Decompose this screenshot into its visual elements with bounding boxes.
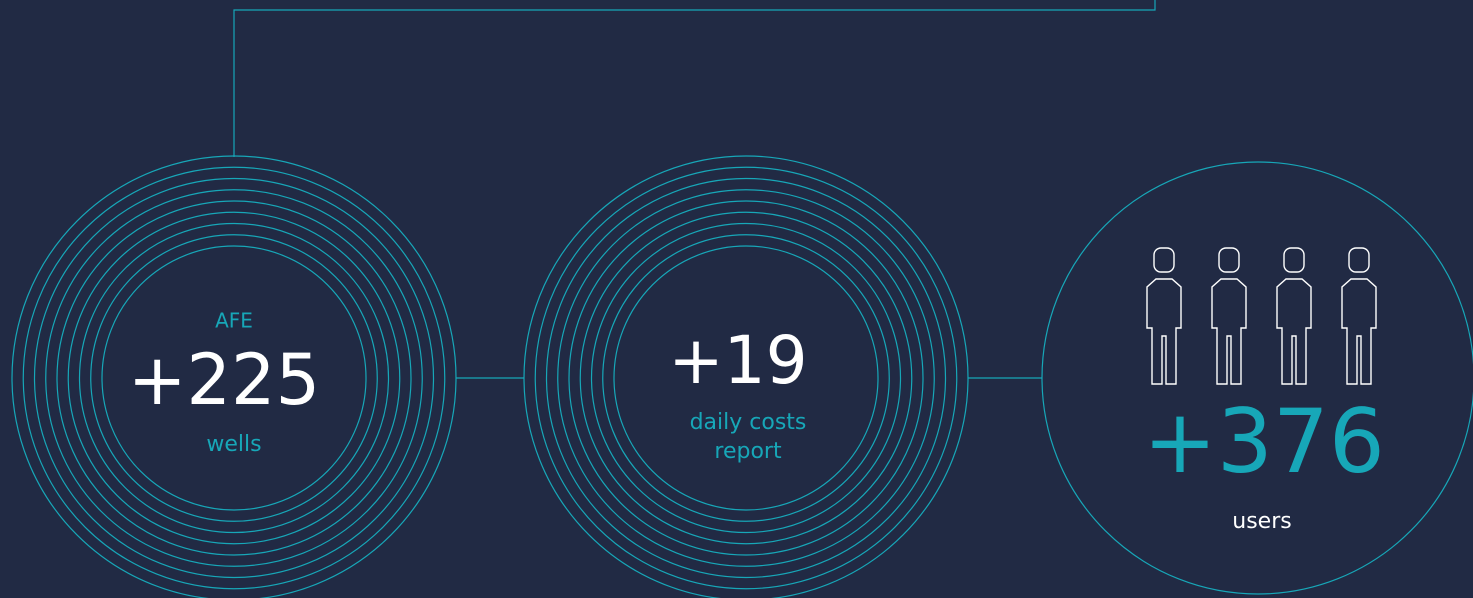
stat-value: +225: [128, 339, 320, 421]
person-body: [1341, 278, 1377, 385]
stat-unit: users: [1232, 509, 1291, 534]
users-circle: [1041, 161, 1473, 595]
ring: [45, 189, 423, 567]
ring: [67, 211, 401, 545]
person-head: [1218, 247, 1240, 273]
ring: [22, 166, 446, 590]
stat-value: +19: [668, 322, 807, 399]
ring: [90, 234, 378, 522]
ring: [534, 166, 958, 590]
ring: [101, 245, 367, 511]
stat-value: +376: [1143, 390, 1385, 493]
stat-unit: daily costs: [690, 410, 807, 435]
people-icons: [1146, 247, 1377, 385]
ring: [590, 222, 902, 534]
ring: [78, 222, 390, 534]
person-body: [1146, 278, 1182, 385]
stat-label: AFE: [215, 309, 253, 333]
person-head: [1283, 247, 1305, 273]
stat-unit: report: [714, 439, 782, 464]
ring: [613, 245, 879, 511]
ring: [568, 200, 924, 556]
person-head: [1348, 247, 1370, 273]
person-body: [1211, 278, 1247, 385]
ring: [557, 189, 935, 567]
ring: [56, 200, 412, 556]
stat-unit: wells: [206, 432, 261, 457]
ring: [579, 211, 913, 545]
ring: [33, 177, 435, 579]
person-body: [1276, 278, 1312, 385]
rings: [11, 155, 969, 598]
top-connector: [233, 0, 1156, 157]
person-head: [1153, 247, 1175, 273]
ring: [602, 234, 890, 522]
ring: [545, 177, 947, 579]
